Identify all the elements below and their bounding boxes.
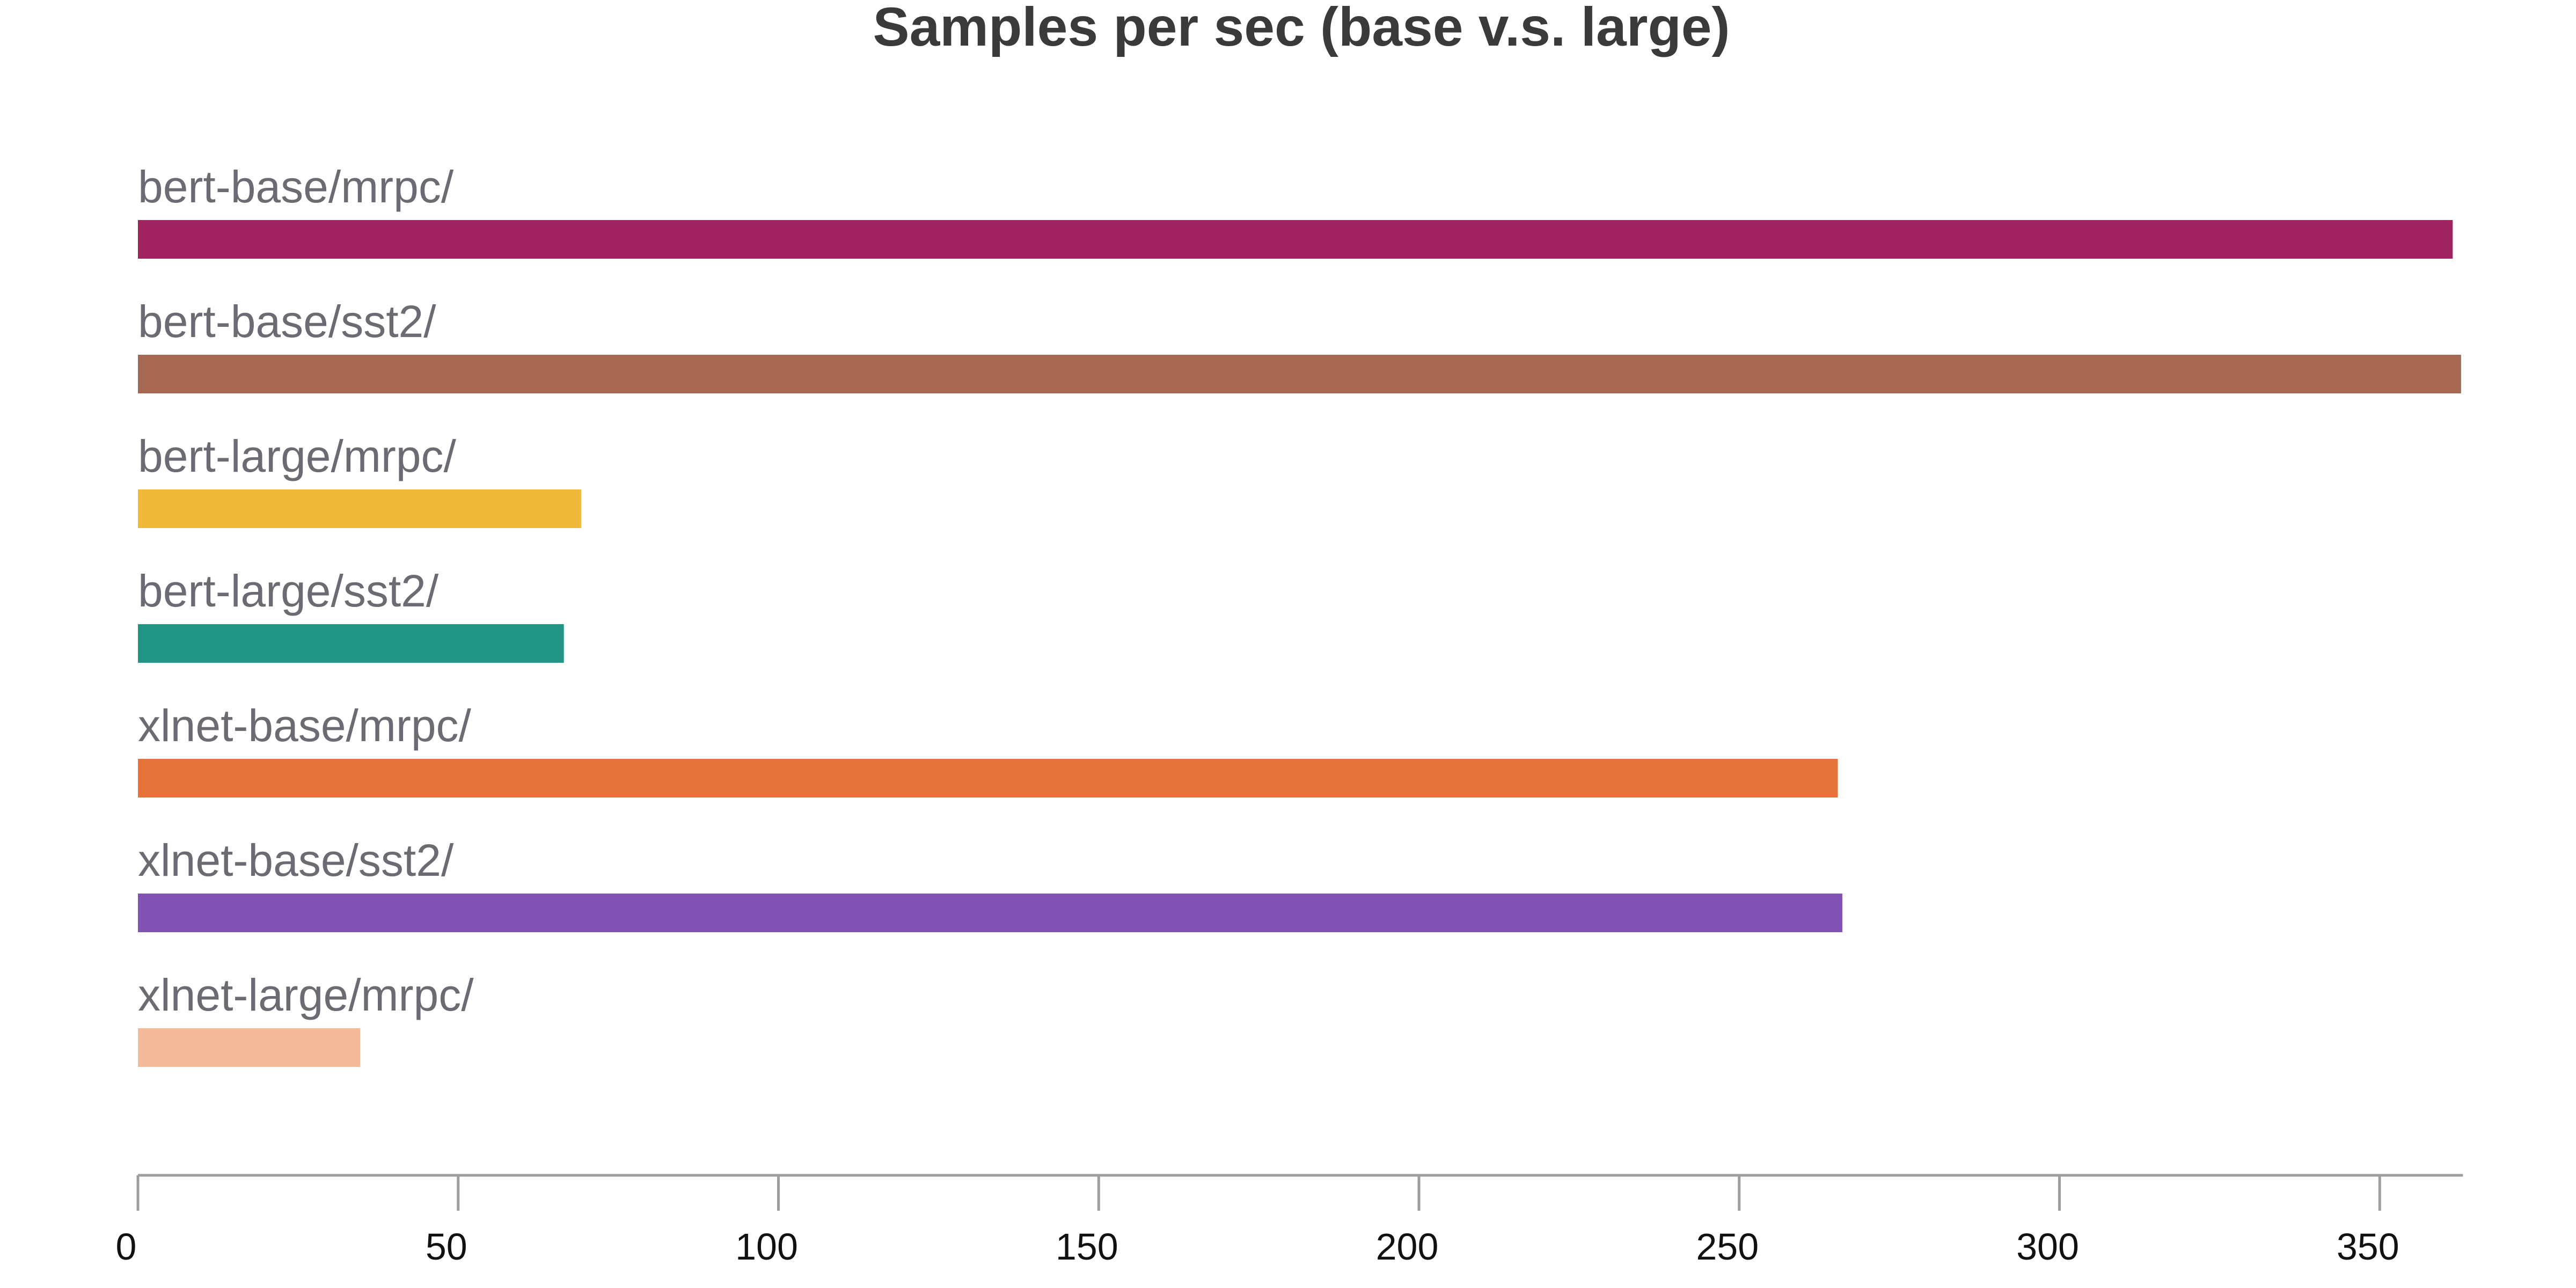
x-tick-label: 100 [735,1226,798,1268]
x-tick-label: 150 [1056,1226,1118,1268]
x-tick-label: 0 [116,1226,137,1268]
bar-label: xlnet-base/mrpc/ [138,700,472,751]
x-tick-label: 350 [2337,1226,2399,1268]
x-axis: 0 50 100 150 200 250 300 350 [116,1174,2463,1268]
bar [138,489,581,528]
x-tick-label: 50 [426,1226,467,1268]
bar [138,355,2461,393]
bar-label: bert-large/mrpc/ [138,431,457,481]
x-tick-label: 300 [2016,1226,2079,1268]
bar-label: bert-base/sst2/ [138,296,436,347]
bar [138,894,1842,932]
bar [138,220,2453,259]
x-tick-label: 250 [1696,1226,1759,1268]
bars-group: bert-base/mrpc/bert-base/sst2/bert-large… [138,162,2461,1067]
bar [138,1028,361,1067]
chart-title: Samples per sec (base v.s. large) [873,0,1730,57]
bar [138,759,1838,797]
bar-label: bert-large/sst2/ [138,566,439,616]
bar [138,624,564,663]
bar-label: xlnet-large/mrpc/ [138,970,474,1020]
bar-label: xlnet-base/sst2/ [138,835,454,885]
bar-label: bert-base/mrpc/ [138,162,454,212]
x-tick-label: 200 [1376,1226,1439,1268]
